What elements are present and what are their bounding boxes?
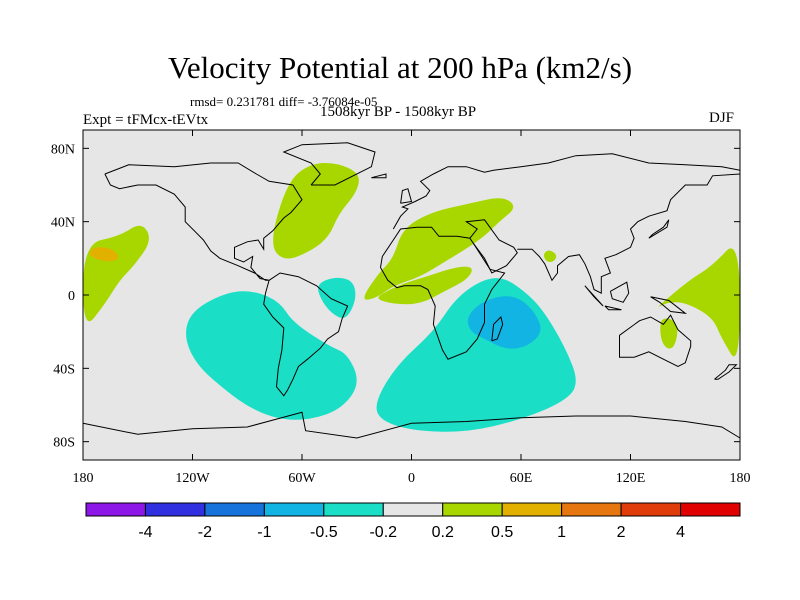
coastline-8 [619,314,692,368]
chart-title: Velocity Potential at 200 hPa (km2/s) [167,50,633,85]
colorbar-box [144,502,206,517]
contour-region-8 [186,291,357,420]
colorbar-label: 0.2 [432,524,454,541]
coastline-4 [380,226,506,360]
contour-region-11 [467,296,541,349]
coastline-7 [491,316,504,342]
y-tick-label: 80N [51,142,75,157]
coastlines [82,142,741,439]
colorbar-label: -2 [198,524,212,541]
colorbar-box [382,502,444,517]
colorbar-box [204,502,265,517]
colorbar-box [85,502,146,517]
coastline-17 [371,173,387,179]
coastline-10 [604,305,622,311]
colorbar-box [442,502,503,517]
contour-region-4 [378,266,472,305]
period-text: 1508kyr BP - 1508kyr BP [320,104,477,120]
colorbar-box [561,502,622,517]
colorbar-label: 0.5 [491,524,513,541]
coastline-2 [282,142,376,186]
contour-region-1 [89,247,119,262]
axis-ticks: 180 120W 60W 0 60E 120E 180 80N 40N 0 40S 80S [51,130,751,486]
coastline-9 [584,285,604,307]
contour-region-7 [660,318,678,349]
contour-regions [83,163,740,432]
colorbar-box [323,502,384,517]
colorbar-label: 2 [617,524,626,541]
x-tick-label: 120E [616,471,646,486]
x-tick-label: 180 [73,471,94,486]
y-tick-label: 0 [68,289,75,304]
y-tick-label: 40N [51,216,75,231]
colorbar-label: 1 [557,524,566,541]
y-tick-label: 40S [53,362,75,377]
season-label: DJF [709,110,735,126]
colorbar-box [501,502,563,517]
coastline-14 [400,188,413,204]
colorbar-box [620,502,682,517]
contour-region-5 [543,250,557,262]
y-tick-label: 80S [53,436,75,451]
stats-text: rmsd= 0.231781 diff= -3.76084e-05 [190,94,378,109]
colorbar-label: -0.5 [310,524,338,541]
experiment-label: Expt = tFMcx-tEVtx [83,112,209,128]
coastline-6 [517,173,741,295]
map-plot-area [82,129,741,461]
colorbar-label: -0.2 [369,524,397,541]
coastline-1 [263,272,349,397]
contour-region-3 [364,198,514,300]
colorbar-box [680,502,741,517]
colorbar-label: 4 [676,524,685,541]
contour-region-9 [318,277,356,318]
x-tick-label: 120W [175,471,210,486]
coastline-15 [714,364,738,380]
coastline-13 [648,219,670,239]
coastline-5 [464,219,518,274]
x-tick-label: 60E [510,471,533,486]
coastline-12 [650,296,688,315]
x-tick-label: 0 [408,471,415,486]
coastline-11 [609,281,630,303]
colorbar-box [263,502,325,517]
coastline-16 [82,411,741,439]
coastline-0 [104,162,303,281]
x-tick-label: 180 [730,471,751,486]
contour-region-6 [658,248,740,357]
colorbar-label: -4 [138,524,152,541]
coastline-3 [392,153,741,230]
x-tick-label: 60W [288,471,316,486]
colorbar-label: -1 [257,524,271,541]
colorbar: -4 -2 -1 -0.5 -0.2 0.2 0.5 1 2 4 [85,502,741,541]
